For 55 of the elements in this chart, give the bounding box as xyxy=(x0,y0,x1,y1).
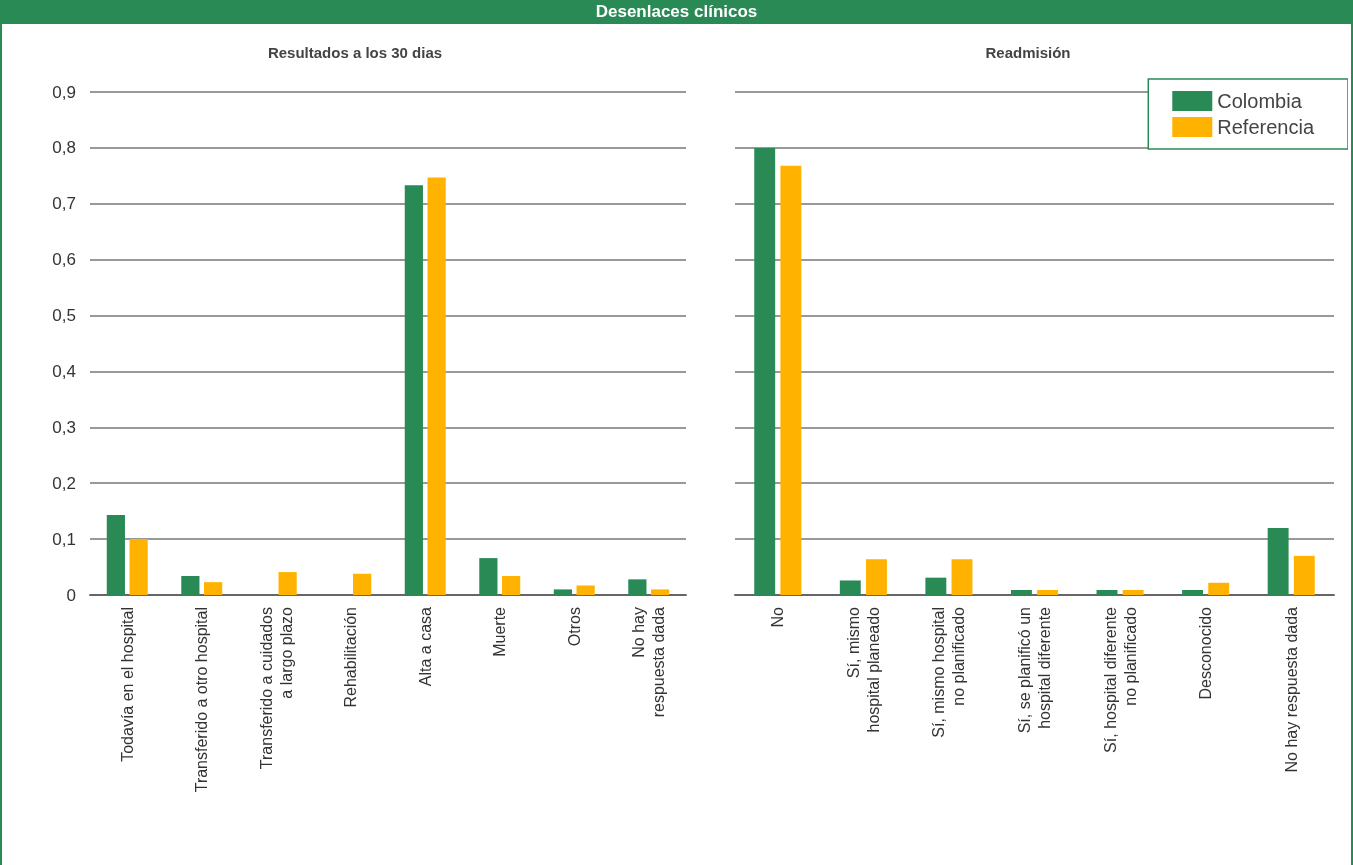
x-tick-label: Rehabilitación xyxy=(342,607,360,708)
bar xyxy=(204,582,223,595)
bar xyxy=(553,589,572,595)
y-tick-label: 0,5 xyxy=(52,306,76,326)
bar xyxy=(1208,582,1230,595)
bar xyxy=(839,580,861,595)
y-tick-label: 0,6 xyxy=(52,250,76,270)
bar xyxy=(353,573,372,595)
bar xyxy=(278,572,297,595)
chart-title: Readmisión xyxy=(985,44,1071,61)
bar xyxy=(106,515,125,595)
bar xyxy=(404,185,423,595)
y-tick-label: 0,9 xyxy=(52,82,76,102)
bar xyxy=(502,576,521,595)
bar xyxy=(576,585,595,595)
x-tick-label: Transferido a otro hospital xyxy=(193,607,211,793)
text: Desenlaces clínicos xyxy=(2,0,1351,24)
bar xyxy=(181,576,200,595)
bar xyxy=(1293,555,1315,595)
bar xyxy=(1267,527,1289,595)
bar xyxy=(951,559,973,595)
bar xyxy=(1182,589,1204,595)
y-tick-label: 0,8 xyxy=(52,138,76,158)
y-tick-label: 0 xyxy=(66,585,76,605)
bar xyxy=(628,579,647,595)
chart-title: Resultados a los 30 dias xyxy=(267,44,443,61)
bar xyxy=(925,577,947,595)
y-tick-label: 0,7 xyxy=(52,194,76,214)
bar xyxy=(479,558,498,595)
x-tick-label: Sí, mismo hospital planeado xyxy=(844,606,882,733)
x-tick-label: Todavía en el hospital xyxy=(118,607,136,762)
legend-label: Colombia xyxy=(1217,90,1303,112)
x-tick-label: No xyxy=(769,606,787,628)
bar xyxy=(865,559,887,595)
bar xyxy=(1096,589,1118,595)
bar xyxy=(780,165,802,595)
bar xyxy=(129,539,148,595)
bar xyxy=(651,589,670,595)
x-tick-label: Otros xyxy=(565,607,583,647)
bar xyxy=(1010,589,1032,595)
y-tick-label: 0,3 xyxy=(52,417,76,437)
x-tick-label: Desconocido xyxy=(1197,606,1215,700)
y-tick-label: 0,2 xyxy=(52,473,76,493)
bar xyxy=(427,177,446,595)
x-tick-label: Transferido a cuidados a largo plazo xyxy=(257,606,295,770)
legend-label: Referencia xyxy=(1217,116,1315,138)
x-tick-label: No hay respuesta dada xyxy=(630,606,668,718)
bar xyxy=(1122,589,1144,595)
bar xyxy=(754,147,776,595)
y-tick-label: 0,4 xyxy=(52,361,76,381)
x-tick-label: No hay respuesta dada xyxy=(1282,606,1300,773)
x-tick-label: Muerte xyxy=(491,606,509,657)
x-tick-label: Alta a casa xyxy=(416,606,434,687)
y-tick-label: 0,1 xyxy=(52,529,76,549)
bar xyxy=(1037,589,1059,595)
